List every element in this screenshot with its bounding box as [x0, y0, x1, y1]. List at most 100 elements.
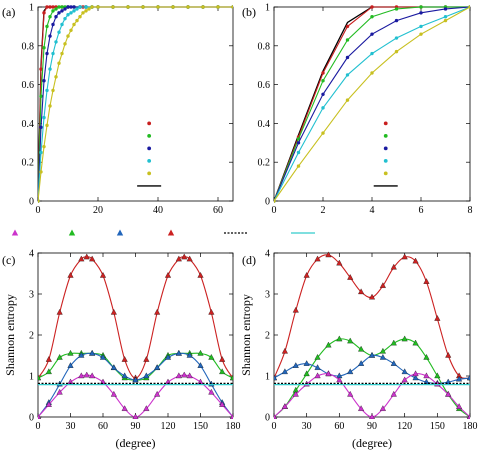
- data-point: [66, 13, 70, 17]
- x-tick-label: 0: [36, 205, 41, 216]
- data-point: [56, 388, 63, 395]
- series-1: [38, 5, 233, 203]
- data-point: [42, 79, 46, 83]
- data-point: [390, 339, 397, 346]
- data-point: [216, 5, 220, 9]
- plot-frame: [273, 6, 471, 202]
- data-point: [126, 5, 130, 9]
- legend-marker: [383, 121, 388, 126]
- data-point: [39, 170, 43, 174]
- legend-triangle: [167, 229, 175, 236]
- data-point: [401, 253, 408, 260]
- data-point: [38, 413, 41, 419]
- data-point: [69, 11, 73, 15]
- data-point: [186, 351, 193, 358]
- legend-marker: [383, 159, 388, 163]
- data-point: [394, 36, 399, 40]
- data-point: [186, 255, 193, 262]
- data-point: [345, 38, 350, 42]
- data-point: [132, 413, 139, 419]
- data-point: [175, 255, 182, 262]
- data-point: [390, 360, 397, 366]
- legend-marker: [383, 146, 388, 151]
- data-point: [296, 141, 301, 145]
- panel-label: (b): [242, 5, 256, 19]
- series-0: [274, 251, 470, 381]
- legend-triangle: [116, 229, 124, 236]
- data-point: [110, 390, 117, 397]
- series-line: [274, 338, 470, 418]
- y-tick-label: 0.8: [22, 41, 35, 52]
- data-point: [89, 255, 96, 262]
- x-tick-label: 0: [272, 421, 277, 432]
- data-point: [456, 375, 463, 382]
- data-point: [345, 55, 350, 60]
- shared-legend-row: [11, 229, 315, 236]
- data-point: [296, 137, 301, 141]
- data-point: [141, 5, 145, 9]
- data-point: [54, 40, 58, 44]
- data-point: [38, 199, 40, 203]
- y-tick-label: 2: [29, 331, 34, 342]
- data-point: [401, 368, 408, 375]
- data-point: [69, 28, 73, 32]
- data-point: [67, 362, 74, 368]
- data-point: [72, 22, 76, 27]
- x-tick-label: 60: [213, 205, 223, 216]
- data-point: [219, 368, 226, 375]
- series-2: [274, 5, 470, 203]
- data-point: [78, 372, 85, 379]
- data-point: [48, 34, 52, 38]
- data-point: [143, 372, 150, 379]
- data-point: [38, 374, 42, 381]
- panel-label: (a): [2, 5, 15, 19]
- data-point: [60, 22, 64, 27]
- data-point: [121, 356, 128, 362]
- data-point: [274, 413, 277, 419]
- data-point: [48, 15, 52, 19]
- x-tick-label: 60: [334, 421, 344, 432]
- x-tick-label: 120: [161, 421, 176, 432]
- data-point: [358, 360, 365, 366]
- data-point: [281, 403, 288, 409]
- data-point: [99, 272, 107, 278]
- data-point: [186, 372, 193, 379]
- series-4: [38, 5, 233, 203]
- data-point: [154, 364, 161, 370]
- data-point: [467, 413, 470, 419]
- data-point: [370, 71, 374, 75]
- x-axis-title: (degree): [352, 436, 392, 450]
- data-point: [60, 9, 64, 13]
- data-point: [394, 18, 399, 23]
- x-tick-label: 150: [430, 421, 445, 432]
- series-5: [274, 5, 470, 203]
- y-tick-label: 3: [265, 290, 270, 301]
- data-point: [84, 5, 88, 9]
- data-point: [325, 341, 332, 348]
- data-point: [45, 24, 49, 29]
- data-point: [51, 9, 55, 13]
- y-axis-title: Shannon entropy: [3, 294, 17, 376]
- data-point: [110, 364, 117, 370]
- data-point: [60, 51, 64, 56]
- data-point: [54, 15, 58, 19]
- data-point: [208, 388, 215, 395]
- data-point: [54, 75, 58, 79]
- data-point: [67, 272, 74, 278]
- data-point: [314, 372, 321, 379]
- data-point: [379, 347, 386, 354]
- data-point: [51, 88, 55, 93]
- data-point: [219, 356, 226, 362]
- data-point: [45, 88, 49, 93]
- data-point: [39, 125, 43, 129]
- data-point: [336, 259, 343, 266]
- data-point: [164, 354, 172, 360]
- x-tick-label: 30: [302, 421, 312, 432]
- data-point: [181, 253, 188, 260]
- data-point: [45, 5, 49, 9]
- data-point: [175, 372, 182, 379]
- legend-marker: [147, 146, 152, 151]
- data-point: [434, 315, 441, 321]
- data-point: [51, 5, 55, 9]
